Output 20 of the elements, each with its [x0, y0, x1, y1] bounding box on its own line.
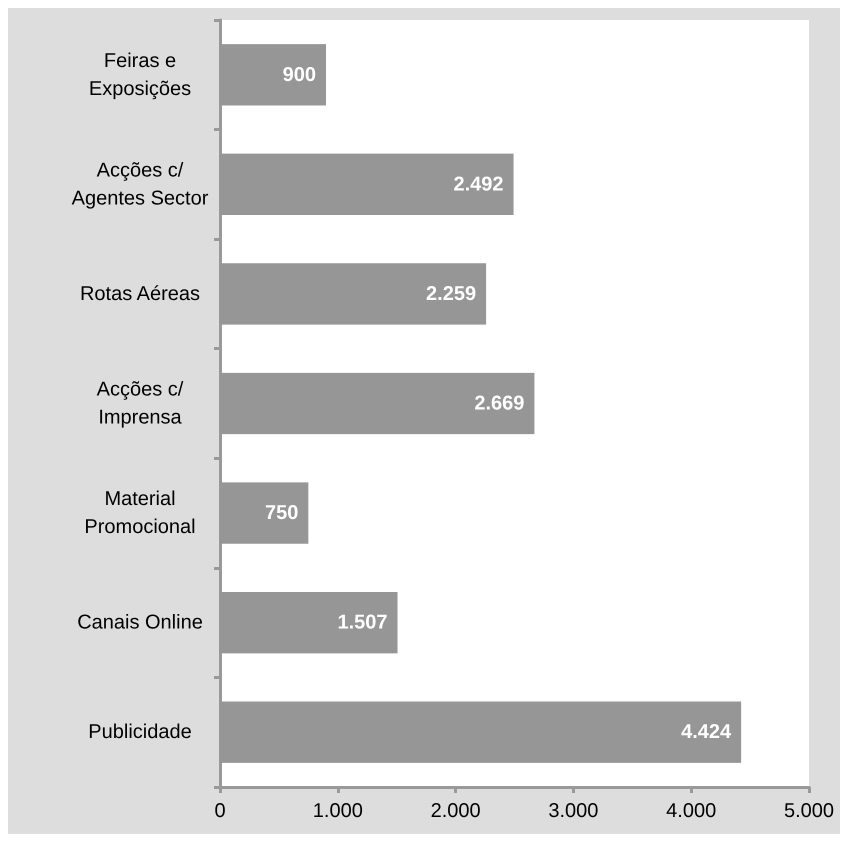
x-tick-label: 1.000 — [312, 800, 363, 822]
x-tick-label: 5.000 — [784, 800, 834, 822]
data-label: 2.669 — [474, 392, 524, 414]
y-tick-label: Canais Online — [77, 612, 203, 634]
x-tick-label: 2.000 — [430, 800, 481, 822]
y-tick-label: Material Promocional — [84, 488, 196, 538]
x-tick-label: 0 — [214, 800, 226, 822]
data-label: 1.507 — [337, 612, 388, 634]
data-label: 4.424 — [681, 721, 732, 744]
y-tick-label: Publicidade — [88, 721, 192, 744]
data-label: 750 — [264, 502, 298, 524]
y-tick-label: Rotas Aéreas — [80, 282, 200, 305]
data-label: 900 — [282, 64, 316, 86]
data-label: 2.492 — [453, 173, 504, 196]
y-tick-label: Feiras e Exposições — [88, 50, 192, 100]
x-tick-label: 3.000 — [548, 800, 598, 822]
data-label: 2.259 — [426, 282, 476, 305]
x-tick-label: 4.000 — [666, 800, 716, 822]
y-tick-label: Acções c/ Agentes Sector — [72, 159, 209, 210]
y-tick-label: Acções c/ Imprensa — [96, 378, 184, 428]
